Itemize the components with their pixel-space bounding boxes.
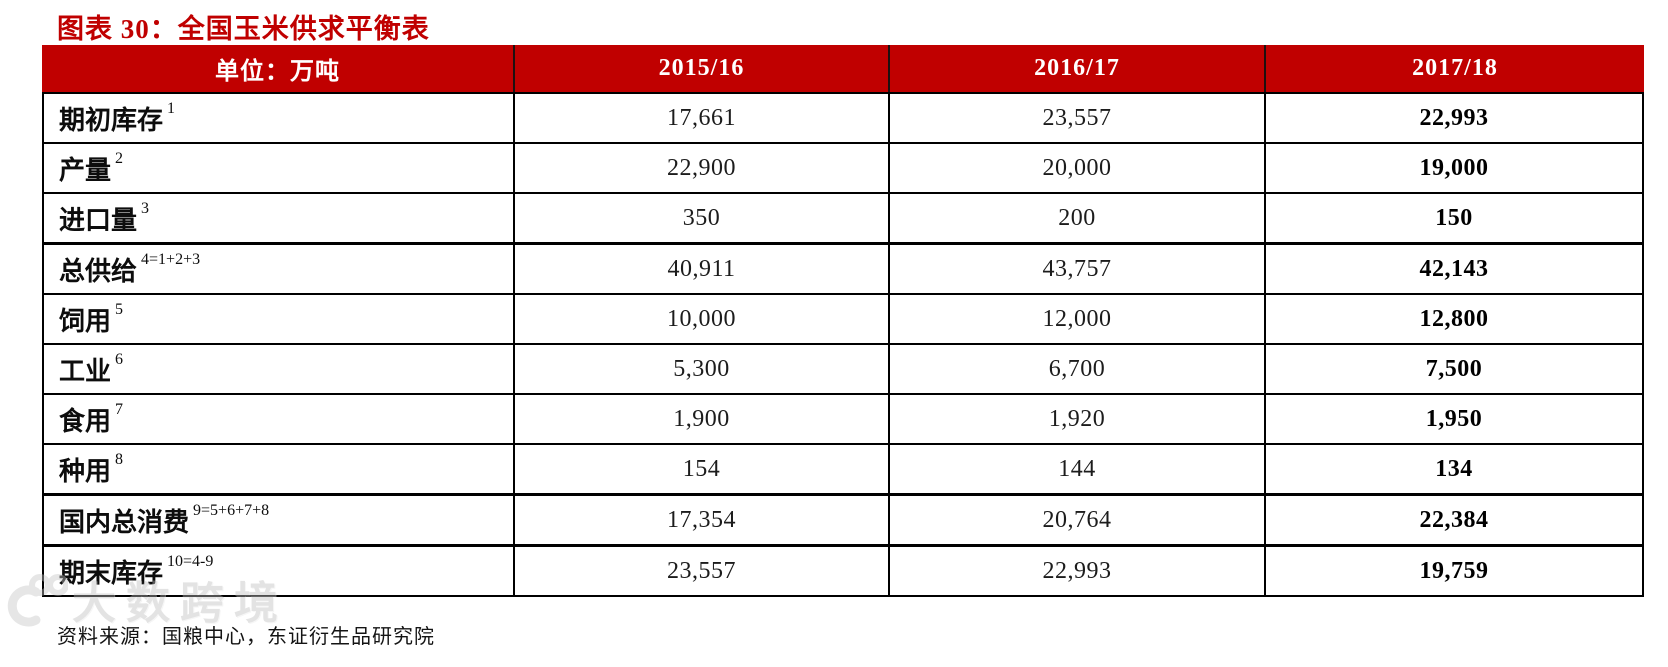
row-superscript: 6 <box>115 351 124 368</box>
year-header-cell: 2017/18 <box>1412 55 1498 81</box>
row-superscript: 9=5+6+7+8 <box>193 502 270 519</box>
value-cell: 43,757 <box>890 245 1266 293</box>
value-cell: 10,000 <box>515 295 890 343</box>
value-cell: 22,993 <box>1419 104 1489 131</box>
row-label-text: 种用 <box>59 456 112 486</box>
value-cell: 150 <box>1435 204 1473 231</box>
value-cell: 19,000 <box>1419 154 1489 181</box>
table-row: 期初库存 1 17,661 23,557 22,993 <box>44 94 1642 144</box>
row-label: 工业 6 <box>44 345 515 393</box>
row-superscript: 1 <box>167 100 176 117</box>
row-label: 期初库存 1 <box>44 94 515 142</box>
row-label: 进口量 3 <box>44 194 515 242</box>
value-cell: 20,000 <box>890 144 1266 192</box>
row-superscript: 7 <box>115 401 124 418</box>
table-row: 产量 2 22,900 20,000 19,000 <box>44 144 1642 194</box>
unit-header-cell: 单位：万吨 <box>42 45 515 92</box>
row-label-text: 进口量 <box>59 205 138 235</box>
value-cell: 6,700 <box>890 345 1266 393</box>
value-cell: 144 <box>890 445 1266 493</box>
table-row: 国内总消费 9=5+6+7+8 17,354 20,764 22,384 <box>44 495 1642 546</box>
value-cell: 200 <box>890 194 1266 242</box>
row-label: 食用 7 <box>44 395 515 443</box>
table-row: 工业 6 5,300 6,700 7,500 <box>44 345 1642 395</box>
row-label-text: 国内总消费 <box>59 507 190 537</box>
row-label-text: 期初库存 <box>59 105 164 135</box>
value-cell: 19,759 <box>1419 557 1489 584</box>
table-row: 种用 8 154 144 134 <box>44 445 1642 495</box>
table-header-row: 单位：万吨 2015/16 2016/17 2017/18 <box>42 45 1644 92</box>
row-label-text: 产量 <box>59 155 112 185</box>
value-cell: 22,993 <box>890 547 1266 595</box>
value-cell: 23,557 <box>890 94 1266 142</box>
row-label-text: 工业 <box>59 356 112 386</box>
supply-demand-table: 单位：万吨 2015/16 2016/17 2017/18 期初库存 1 17,661 23… <box>42 45 1644 597</box>
value-cell: 22,384 <box>1419 506 1489 533</box>
value-cell: 20,764 <box>890 496 1266 544</box>
value-cell: 1,950 <box>1425 405 1483 432</box>
value-cell: 7,500 <box>1425 355 1483 382</box>
row-label-text: 期末库存 <box>59 558 164 588</box>
year-header-cell: 2016/17 <box>890 45 1266 92</box>
value-cell: 1,900 <box>515 395 890 443</box>
data-source: 资料来源：国粮中心，东证衍生品研究院 <box>57 626 435 648</box>
value-cell: 12,800 <box>1419 305 1489 332</box>
table-row: 总供给 4=1+2+3 40,911 43,757 42,143 <box>44 244 1642 295</box>
value-cell: 154 <box>515 445 890 493</box>
row-label: 期末库存 10=4-9 <box>44 547 515 595</box>
table-row: 期末库存 10=4-9 23,557 22,993 19,759 <box>44 546 1642 597</box>
row-label: 总供给 4=1+2+3 <box>44 245 515 293</box>
value-cell: 17,354 <box>515 496 890 544</box>
value-cell: 23,557 <box>515 547 890 595</box>
table-row: 饲用 5 10,000 12,000 12,800 <box>44 295 1642 345</box>
row-superscript: 8 <box>115 451 124 468</box>
row-label: 产量 2 <box>44 144 515 192</box>
row-superscript: 3 <box>141 200 150 217</box>
table-row: 食用 7 1,900 1,920 1,950 <box>44 395 1642 445</box>
table-body: 期初库存 1 17,661 23,557 22,993 产量 2 22,900 20,000 19… <box>42 92 1644 597</box>
value-cell: 42,143 <box>1419 255 1489 282</box>
row-superscript: 10=4-9 <box>167 553 214 570</box>
value-cell: 350 <box>515 194 890 242</box>
row-label-text: 饲用 <box>59 306 112 336</box>
figure-title: 图表 30：全国玉米供求平衡表 <box>57 14 430 44</box>
row-superscript: 2 <box>115 150 124 167</box>
row-label-text: 总供给 <box>59 256 138 286</box>
row-label: 国内总消费 9=5+6+7+8 <box>44 496 515 544</box>
row-label-text: 食用 <box>59 406 112 436</box>
value-cell: 5,300 <box>515 345 890 393</box>
value-cell: 40,911 <box>515 245 890 293</box>
value-cell: 22,900 <box>515 144 890 192</box>
value-cell: 1,920 <box>890 395 1266 443</box>
value-cell: 134 <box>1435 455 1473 482</box>
value-cell: 17,661 <box>515 94 890 142</box>
year-header-cell: 2015/16 <box>515 45 890 92</box>
row-label: 种用 8 <box>44 445 515 493</box>
value-cell: 12,000 <box>890 295 1266 343</box>
row-superscript: 4=1+2+3 <box>141 251 201 268</box>
table-row: 进口量 3 350 200 150 <box>44 194 1642 244</box>
row-superscript: 5 <box>115 301 124 318</box>
row-label: 饲用 5 <box>44 295 515 343</box>
